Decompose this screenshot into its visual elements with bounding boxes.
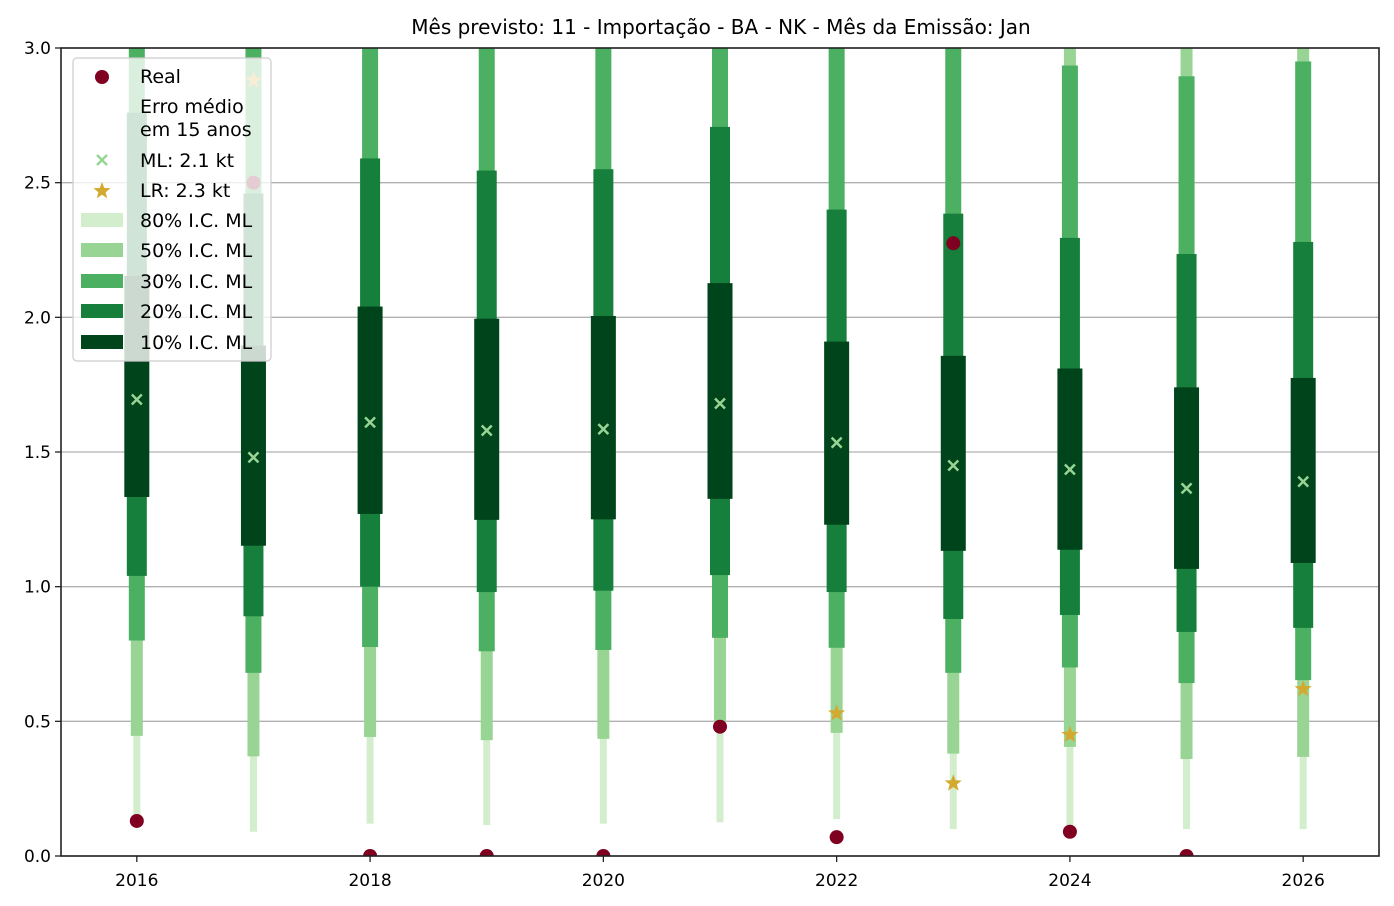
x-tick-label: 2016 [115,871,158,891]
ml-point [714,397,726,410]
legend-real-marker [95,70,109,84]
lr-point [1061,725,1079,743]
ci10-bar [357,306,383,514]
ml-stroke [714,397,726,410]
real-point [946,236,961,251]
y-tick-label: 1.5 [24,443,51,463]
ml-stroke [947,459,960,472]
y-tick-label: 0.5 [24,712,51,732]
ci10-bar [940,355,966,551]
legend-ci10-swatch [81,335,123,349]
y-tick-label: 1.0 [24,578,51,598]
real-point [129,813,144,828]
ml-point [1064,463,1076,476]
ci10-bar [240,345,266,546]
legend-ci30-swatch [81,274,123,288]
ci10-bar [1290,377,1316,563]
chart-title: Mês previsto: 11 - Importação - BA - NK … [411,15,1030,39]
x-tick-label: 2020 [582,871,625,891]
legend-erro-label-2: em 15 anos [140,119,252,141]
legend-ci80-swatch [81,213,123,227]
real-point [713,719,727,734]
y-tick-label: 2.5 [24,174,51,194]
ml-stroke [247,451,260,464]
legend-lr-label: LR: 2.3 kt [140,180,230,202]
y-tick-label: 2.0 [24,308,51,328]
legend-ml-marker [96,154,108,166]
ml-stroke [830,436,843,449]
legend-ci80-label: 80% I.C. ML [140,210,253,232]
ml-point [830,436,843,449]
y-axis: 0.0 0.5 1.0 1.5 2.0 2.5 3.0 [24,39,61,867]
y-tick-label: 3.0 [24,39,51,59]
legend-real-label: Real [140,66,181,88]
x-tick-label: 2018 [348,871,391,891]
real-point [479,849,494,856]
x-axis: 2016 2018 2020 2022 2024 2026 [115,856,1325,891]
legend-ci20-label: 20% I.C. ML [140,301,253,323]
ml-point [1180,482,1193,495]
legend-lr-marker [93,182,111,199]
ml-stroke [597,423,610,435]
ci-bars [124,48,1316,832]
x-tick-label: 2024 [1048,871,1091,891]
lr-point [1294,680,1312,697]
ml-stroke [1297,475,1310,488]
x-tick-label: 2022 [815,871,858,891]
ml-point [247,451,260,464]
real-point [1179,849,1194,856]
ci10-bar [1057,368,1083,550]
x-tick-label: 2026 [1282,871,1325,891]
ml-stroke [1180,482,1193,495]
legend-ci20-swatch [81,304,123,318]
legend-erro-label-1: Erro médio [140,96,244,118]
ml-stroke [130,393,143,406]
ml-stroke [364,416,376,429]
ml-point [947,459,960,472]
real-point [1062,824,1077,839]
lr-point [944,774,962,791]
ci10-bar [474,318,500,520]
ci10-bar [1174,387,1200,569]
ml-point [130,393,143,406]
real-point [363,849,378,856]
legend-ci30-label: 30% I.C. ML [140,271,253,293]
ci10-bar [590,315,616,520]
real-point [596,849,611,856]
ml-stroke [1064,463,1076,476]
legend-ci50-swatch [81,243,123,257]
y-tick-label: 0.0 [24,847,51,867]
legend-ci10-label: 10% I.C. ML [140,332,253,354]
ci10-bar [824,341,850,525]
legend: Real Erro médio em 15 anos ML: 2.1 kt LR… [72,57,272,362]
ml-point [597,423,610,435]
legend-ci50-label: 50% I.C. ML [140,240,253,262]
ml-stroke [480,424,493,437]
lr-point [828,704,846,721]
ci10-bar [707,283,733,499]
real-point [829,830,844,845]
ml-point [1297,475,1310,488]
ml-point [480,424,493,437]
ml-point [364,416,376,429]
legend-ml-label: ML: 2.1 kt [140,150,234,172]
